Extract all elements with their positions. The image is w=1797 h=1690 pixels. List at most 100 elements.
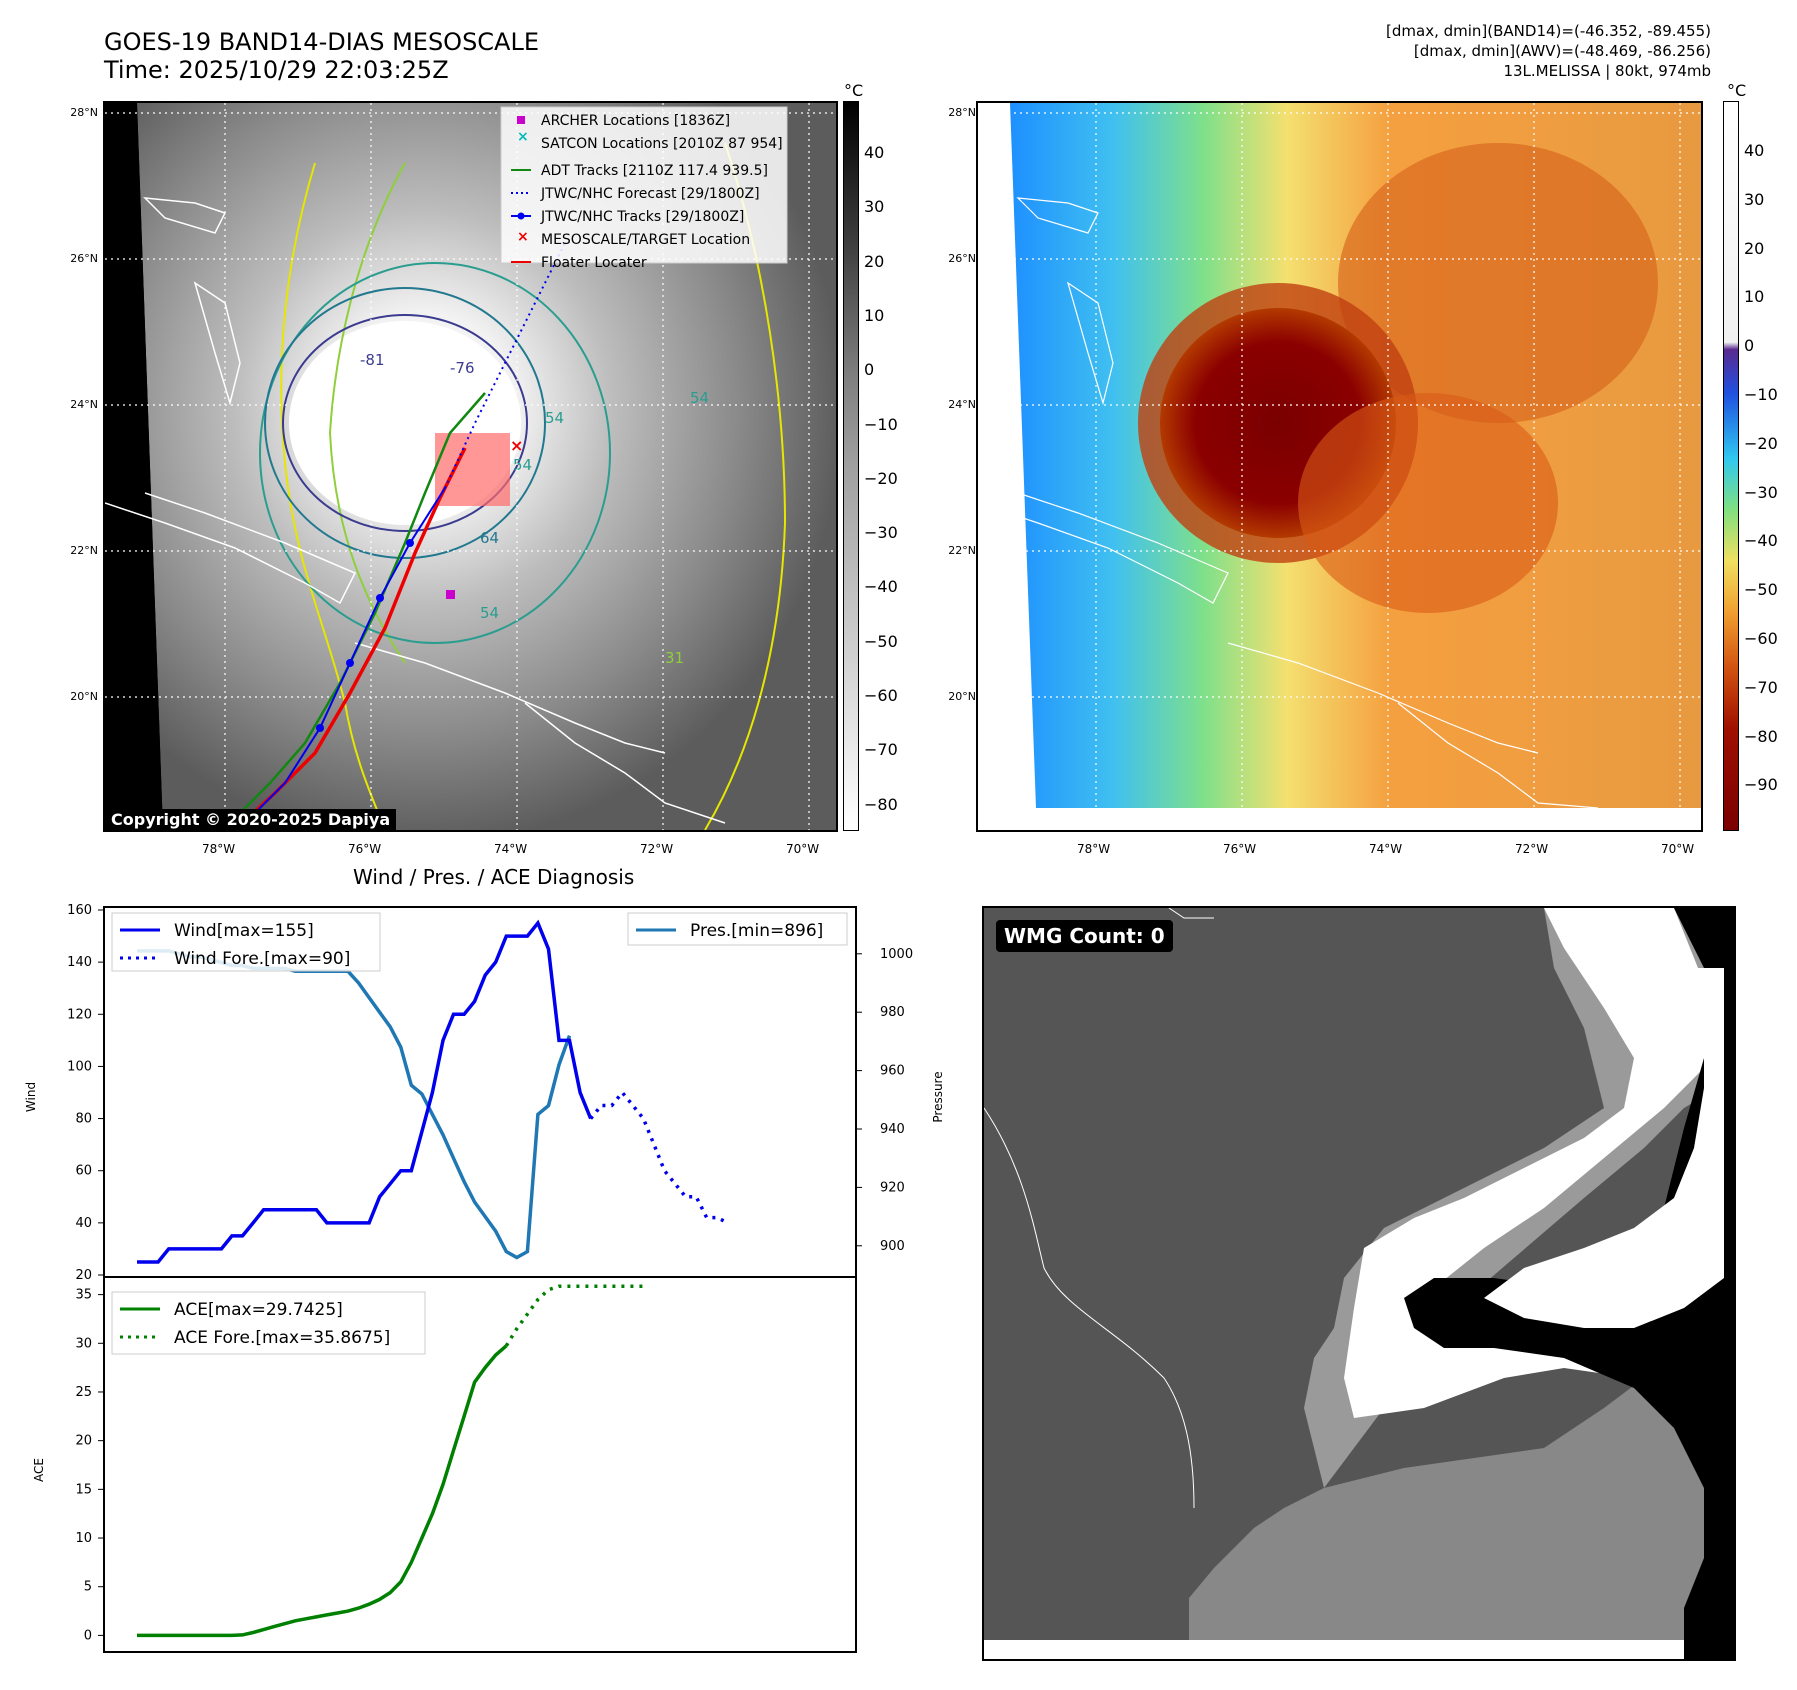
- archer-marker: [446, 590, 455, 599]
- lat-label: 24°N: [70, 398, 98, 411]
- lon-label: 74°W: [494, 842, 528, 856]
- ace-axis-label: ACE: [32, 1458, 46, 1482]
- colorbar-left-tick: −70: [864, 740, 898, 760]
- colorbar-right-tick: −90: [1744, 775, 1778, 795]
- legend-floater: Floater Locater: [541, 255, 647, 271]
- axis-tick-label: 100: [67, 1059, 92, 1074]
- legend-wind-fore: Wind Fore.[max=90]: [174, 949, 350, 969]
- colorbar-left-tick: 20: [864, 251, 885, 271]
- lat-label: 20°N: [70, 690, 98, 703]
- lon-label: 78°W: [202, 842, 236, 856]
- dmax-dmin-awv: [dmax, dmin](AWV)=(-48.469, -86.256): [1413, 42, 1711, 60]
- colorbar-left-tick: 0: [864, 360, 875, 380]
- axis-tick-label: 0: [84, 1628, 92, 1643]
- colorbar-right-unit: °C: [1727, 81, 1747, 100]
- legend-target: MESOSCALE/TARGET Location: [541, 232, 750, 248]
- colorbar-left-unit: °C: [844, 81, 864, 100]
- colorbar-right-tick: 30: [1744, 189, 1765, 209]
- awv-map-panel: [976, 101, 1703, 832]
- adt-track: [229, 392, 486, 824]
- contour-label: 54: [480, 604, 499, 622]
- colorbar-left-tick: −10: [864, 414, 898, 434]
- lon-label: 78°W: [1077, 842, 1111, 856]
- colorbar-left-tick: 10: [864, 305, 885, 325]
- axis-tick-label: 140: [67, 955, 92, 970]
- colorbar-left-tick: −40: [864, 577, 898, 597]
- lon-label: 70°W: [1661, 842, 1695, 856]
- chart-title: GOES-19 BAND14-DIAS MESOSCALE: [104, 28, 540, 56]
- axis-tick-label: 900: [880, 1239, 905, 1254]
- colorbar-right-ticks: 40 30 20 10 0 −10 −20 −30 −40 −50 −60 −70 −80 −90: [1744, 101, 1784, 829]
- colorbar-right: [1723, 101, 1739, 831]
- legend-nhc-forecast: JTWC/NHC Forecast [29/1800Z]: [540, 186, 760, 202]
- lat-label: 26°N: [70, 252, 98, 265]
- chart-time: Time: 2025/10/29 22:03:25Z: [104, 56, 449, 84]
- wind-axis-label: Wind: [24, 1082, 38, 1112]
- colorbar-left-tick: 40: [864, 143, 885, 162]
- lon-label: 72°W: [640, 842, 674, 856]
- colorbar-left-tick: −50: [864, 631, 898, 651]
- lat-label: 24°N: [948, 398, 976, 411]
- legend-satcon: SATCON Locations [2010Z 87 954]: [541, 136, 783, 152]
- axis-tick-label: 960: [880, 1064, 905, 1079]
- axis-tick-label: 10: [75, 1531, 92, 1546]
- colorbar-right-tick: −70: [1744, 677, 1778, 697]
- axis-tick-label: 20: [75, 1434, 92, 1449]
- lat-label: 20°N: [948, 690, 976, 703]
- svg-text:×: ×: [517, 229, 529, 245]
- dmax-dmin-band14: [dmax, dmin](BAND14)=(-46.352, -89.455): [1386, 22, 1711, 40]
- colorbar-left: [843, 101, 859, 831]
- series-line: [137, 1344, 508, 1638]
- legend-ace: ACE[max=29.7425]: [174, 1300, 343, 1320]
- colorbar-left-tick: −30: [864, 523, 898, 543]
- axis-tick-label: 60: [75, 1164, 92, 1179]
- colorbar-right-tick: 0: [1744, 336, 1755, 356]
- colorbar-right-tick: −30: [1744, 482, 1778, 502]
- axis-tick-label: 1000: [880, 947, 913, 962]
- colorbar-right-tick: −60: [1744, 629, 1778, 648]
- pressure-legend: Pres.[min=896]: [627, 912, 848, 946]
- axis-tick-label: 920: [880, 1180, 905, 1195]
- colorbar-right-tick: −40: [1744, 531, 1778, 551]
- legend-archer: ARCHER Locations [1836Z]: [541, 113, 730, 129]
- legend-wind: Wind[max=155]: [174, 921, 314, 941]
- axis-tick-label: 940: [880, 1122, 905, 1137]
- lat-label: 26°N: [948, 252, 976, 265]
- wind-legend: Wind[max=155] Wind Fore.[max=90]: [111, 912, 381, 972]
- wmg-svg: [984, 908, 1734, 1659]
- lon-label: 76°W: [348, 842, 382, 856]
- legend-adt: ADT Tracks [2110Z 117.4 939.5]: [541, 163, 768, 179]
- contour-label: -81: [360, 351, 385, 369]
- legend-nhc-tracks: JTWC/NHC Tracks [29/1800Z]: [540, 209, 744, 225]
- axis-tick-label: 35: [75, 1288, 92, 1303]
- series-line: [137, 919, 593, 1264]
- contour-label: 54: [545, 409, 564, 427]
- nhc-forecast: [444, 242, 566, 489]
- axis-tick-label: 15: [75, 1482, 92, 1497]
- ir-map-panel: -81 -76 54 54 64 54 31 54: [103, 101, 838, 832]
- colorbar-right-tick: 40: [1744, 141, 1765, 160]
- map-legend: × × ARCHER Locations [1836Z] SATCON Loca…: [500, 106, 788, 271]
- axis-tick-label: 25: [75, 1385, 92, 1400]
- colorbar-right-tick: −10: [1744, 385, 1778, 404]
- axis-tick-label: 5: [84, 1580, 92, 1595]
- lon-label: 70°W: [786, 842, 820, 856]
- svg-text:×: ×: [517, 129, 529, 145]
- colorbar-left-tick: −80: [864, 794, 898, 814]
- colorbar-left-tick: −20: [864, 468, 898, 488]
- contour-label: 64: [480, 529, 499, 547]
- contour-label: 54: [690, 389, 709, 407]
- diagnosis-title: Wind / Pres. / ACE Diagnosis: [353, 865, 635, 889]
- storm-info: 13L.MELISSA | 80kt, 974mb: [1503, 62, 1711, 80]
- contour-label: 54: [513, 456, 532, 474]
- target-marker: ×: [510, 436, 523, 455]
- axis-tick-label: 980: [880, 1005, 905, 1020]
- awv-map-svg: [978, 103, 1701, 830]
- contour-label: -76: [450, 359, 475, 377]
- axis-tick-label: 40: [75, 1216, 92, 1231]
- lon-label: 74°W: [1369, 842, 1403, 856]
- axis-tick-label: 160: [67, 903, 92, 918]
- legend-pressure: Pres.[min=896]: [690, 921, 823, 941]
- wmg-count-label: WMG Count: 0: [996, 920, 1173, 952]
